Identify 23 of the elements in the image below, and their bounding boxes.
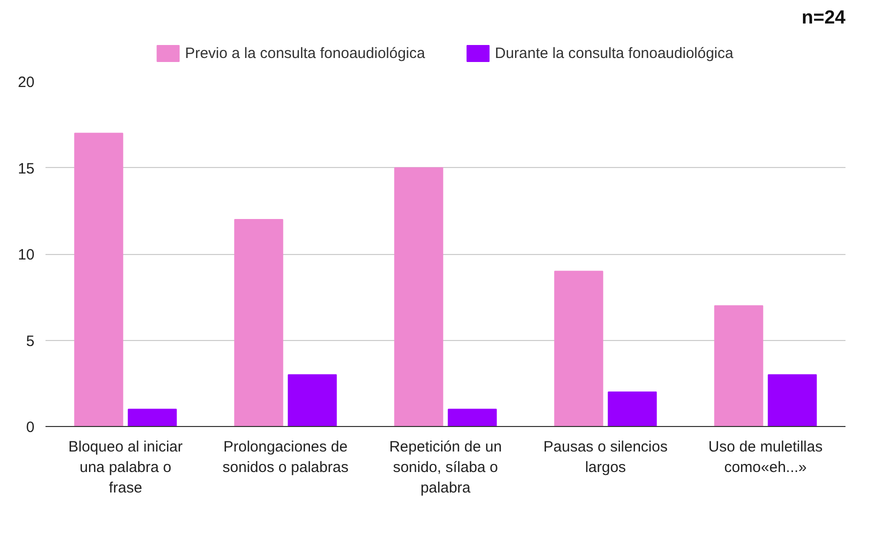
x-tick-label: Prolongaciones de sonidos o palabras: [222, 438, 348, 476]
bar: [554, 270, 604, 426]
x-tick-label: Uso de muletillas como«eh...»: [708, 438, 823, 476]
bar: [74, 132, 124, 426]
y-tick-label: 20: [18, 74, 35, 91]
bar: [714, 305, 764, 426]
bar: [394, 167, 444, 426]
bar: [234, 219, 284, 426]
bar: [448, 408, 497, 426]
y-tick-label: 10: [18, 246, 35, 264]
legend-label: Previo a la consulta fonoaudiológica: [184, 45, 426, 62]
x-tick-label: Pausas o silencios largos: [543, 438, 668, 476]
chart-title: n=24: [802, 8, 846, 28]
y-tick-label: 15: [18, 160, 35, 178]
y-tick-label: 0: [26, 419, 34, 436]
bar: [288, 374, 337, 426]
legend-label: Durante la consulta fonoaudiológica: [494, 45, 734, 62]
y-tick-label: 5: [26, 332, 34, 350]
bar: [128, 408, 177, 426]
x-tick-label: Bloqueo al iniciar una palabra o frase: [68, 438, 183, 496]
bar: [608, 392, 657, 426]
bar: [768, 374, 817, 426]
x-tick-label: Repetición de un sonido, sílaba o palabra: [389, 438, 502, 496]
